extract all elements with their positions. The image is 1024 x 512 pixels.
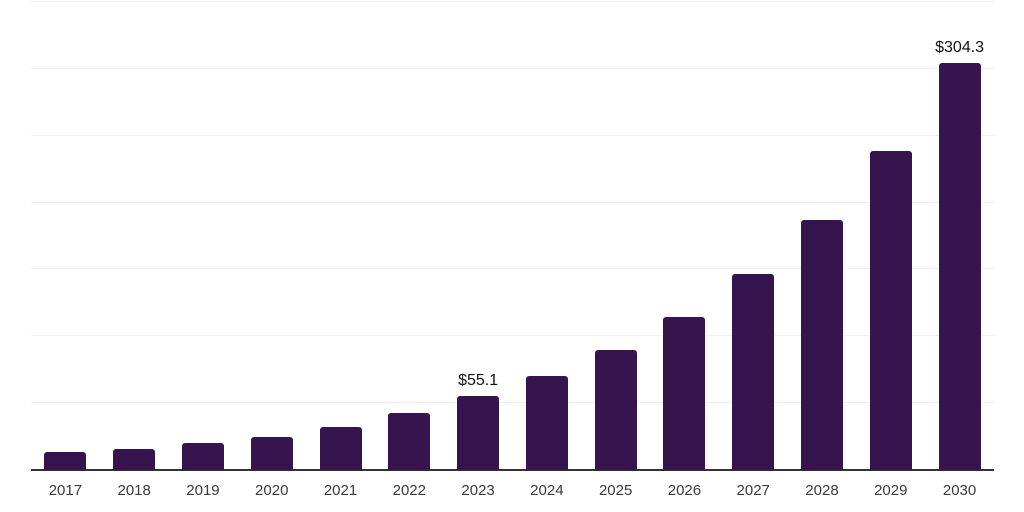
bar-2028 xyxy=(801,220,844,470)
bar-2024 xyxy=(525,376,568,470)
data-label-2030: $304.3 xyxy=(935,39,985,57)
x-tick-2026: 2026 xyxy=(667,482,702,499)
gridline-250 xyxy=(31,134,994,136)
x-tick-2028: 2028 xyxy=(805,482,839,499)
bar-2021 xyxy=(319,426,362,470)
x-tick-2029: 2029 xyxy=(874,482,908,499)
x-tick-2017: 2017 xyxy=(48,482,83,499)
x-axis-line xyxy=(31,469,994,471)
bar-2022 xyxy=(388,412,431,470)
x-tick-2025: 2025 xyxy=(598,482,633,499)
x-tick-2022: 2022 xyxy=(392,482,426,499)
x-tick-2021: 2021 xyxy=(323,482,358,499)
x-tick-2023: 2023 xyxy=(461,482,495,499)
bar-2026 xyxy=(663,316,706,470)
bar-2023 xyxy=(457,396,500,470)
bar-2029 xyxy=(869,150,912,470)
gridline-200 xyxy=(31,201,994,203)
x-tick-2018: 2018 xyxy=(117,482,151,499)
x-tick-2024: 2024 xyxy=(530,482,564,499)
gridline-100 xyxy=(31,335,994,337)
bar-2030 xyxy=(938,63,981,470)
x-axis-tick-labels: 2017 2018 2019 2020 2021 2022 2023 2024 2025 2026… xyxy=(31,482,994,500)
x-tick-2020: 2020 xyxy=(255,482,289,499)
x-tick-2030: 2030 xyxy=(942,482,977,499)
x-tick-2019: 2019 xyxy=(186,482,220,499)
bar-2020 xyxy=(250,436,293,470)
bar-2027 xyxy=(732,274,775,470)
gridline-150 xyxy=(31,268,994,270)
gridline-300 xyxy=(31,67,994,69)
bar-2018 xyxy=(113,449,156,470)
gridline-350 xyxy=(31,1,994,2)
bar-2025 xyxy=(594,349,637,470)
x-tick-2027: 2027 xyxy=(736,482,770,499)
data-label-2023: $55.1 xyxy=(458,372,499,390)
bar-2019 xyxy=(181,443,224,470)
gridline-50 xyxy=(31,402,994,404)
plot-area: $55.1 $304.3 xyxy=(31,1,994,471)
bar-2017 xyxy=(44,452,87,470)
